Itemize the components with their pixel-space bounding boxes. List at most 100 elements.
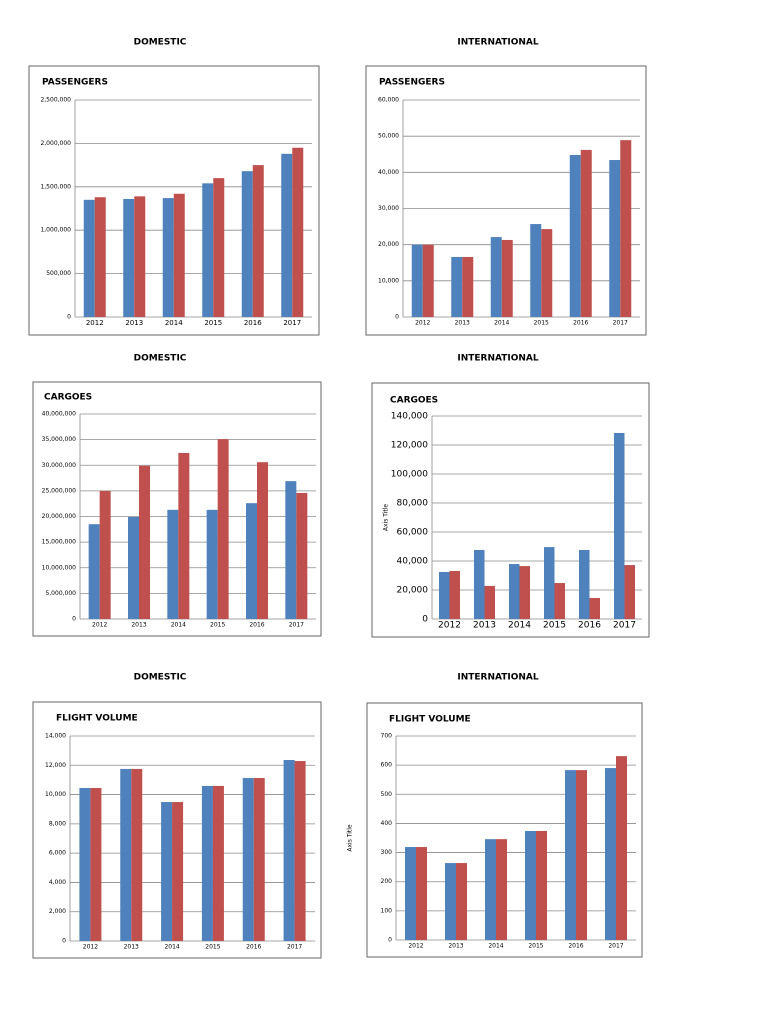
bar [439,572,450,619]
bar [579,549,590,619]
x-tick-label: 2016 [249,622,264,629]
x-tick-label: 2012 [86,319,104,327]
y-tick-label: 100,000 [391,470,428,480]
y-tick-label: 0 [395,314,399,321]
y-tick-label: 5,000,000 [45,590,76,597]
bar [509,564,520,619]
chart-title: CARGOES [44,393,92,403]
y-tick-label: 60,000 [378,97,399,104]
bar [565,770,576,940]
bar [212,785,224,941]
y-tick-label: 10,000 [378,277,399,284]
x-tick-label: 2014 [165,319,183,327]
bar [620,140,632,317]
y-tick-label: 1,500,000 [40,183,71,190]
bar [128,517,139,619]
y-tick-label: 400 [381,820,393,827]
bar [296,492,308,619]
bar [173,193,185,317]
x-tick-label: 2012 [415,320,430,327]
bar [614,432,625,619]
bar [83,199,95,317]
y-tick-label: 100 [381,907,393,914]
bar [253,778,265,941]
bar [536,831,547,940]
bar [252,165,264,317]
section-heading: DOMESTIC [134,38,187,48]
x-tick-label: 2013 [131,622,146,629]
bar [451,256,463,317]
x-tick-label: 2014 [171,622,186,629]
y-tick-label: 40,000 [397,557,429,567]
bar [172,802,184,941]
bar [485,839,496,940]
bar [554,583,565,619]
bar [178,452,190,619]
x-tick-label: 2013 [124,944,139,951]
y-axis-title: Axis Title [347,824,354,852]
x-tick-label: 2017 [289,622,304,629]
bar [569,154,581,317]
x-tick-label: 2016 [246,944,261,951]
x-tick-label: 2016 [578,621,601,631]
x-tick-label: 2016 [573,320,588,327]
chart-title: PASSENGERS [42,78,108,88]
bar [449,571,460,619]
y-tick-label: 500 [381,791,393,798]
x-tick-label: 2017 [608,943,623,950]
x-tick-label: 2014 [494,320,509,327]
section-heading: INTERNATIONAL [457,354,539,364]
bar [206,509,218,619]
bar [99,490,111,619]
bar [589,597,600,619]
bar [609,160,621,317]
y-tick-label: 35,000,000 [42,436,77,443]
x-tick-label: 2015 [205,944,220,951]
y-tick-label: 600 [381,762,393,769]
x-tick-label: 2014 [164,944,179,951]
y-tick-label: 30,000,000 [42,462,77,469]
bar [541,229,553,317]
bar [484,585,495,619]
bar [283,760,295,941]
y-tick-label: 120,000 [391,441,428,451]
bar [576,770,587,940]
bar [246,503,257,619]
y-tick-label: 12,000 [45,762,66,769]
y-axis-title: Axis Title [383,504,390,532]
y-tick-label: 2,500,000 [40,97,71,104]
bar [139,465,150,619]
x-tick-label: 2012 [408,943,423,950]
bar [79,787,91,941]
y-tick-label: 300 [381,849,393,856]
bar [624,565,635,619]
x-tick-label: 2014 [488,943,503,950]
chart-title: CARGOES [390,396,438,406]
y-tick-label: 200 [381,878,393,885]
bar [445,863,456,940]
bar [281,153,293,317]
y-tick-label: 60,000 [397,528,429,538]
x-tick-label: 2015 [528,943,543,950]
x-tick-label: 2012 [83,944,98,951]
bar [257,462,268,619]
bar [474,549,485,619]
bar [544,547,555,619]
bar [202,183,214,317]
y-tick-label: 0 [62,938,66,945]
y-tick-label: 20,000,000 [42,513,77,520]
x-tick-label: 2013 [455,320,470,327]
y-tick-label: 2,000 [49,908,66,915]
bar [501,239,513,317]
bar [462,256,474,317]
y-tick-label: 0 [67,314,71,321]
y-tick-label: 700 [381,733,393,740]
y-tick-label: 40,000 [378,169,399,176]
y-tick-label: 20,000 [378,241,399,248]
x-tick-label: 2016 [244,319,262,327]
bar [241,171,253,317]
bar [161,802,173,941]
bar [294,761,306,941]
bar [120,768,132,941]
x-tick-label: 2017 [283,319,301,327]
